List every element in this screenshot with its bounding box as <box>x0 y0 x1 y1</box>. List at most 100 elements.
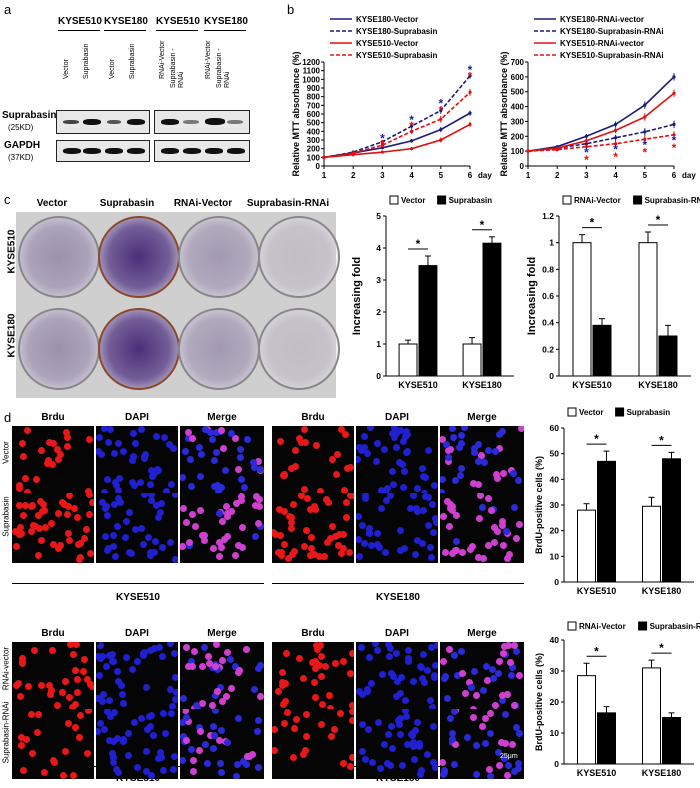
significance-mark: * <box>468 63 473 77</box>
legend-swatch <box>615 407 625 417</box>
data-point <box>526 149 530 153</box>
y-tick-label: 60 <box>550 423 560 433</box>
if-row-label: Suprabasin <box>1 496 11 537</box>
if-group-label: KYSE180 <box>376 592 420 603</box>
panel-label-c: c <box>4 192 11 207</box>
series-line <box>527 92 675 152</box>
if-group-label: KYSE510 <box>116 592 160 603</box>
legend-swatch <box>562 195 572 205</box>
category-label: KYSE180 <box>462 380 502 390</box>
blot-image <box>154 110 250 134</box>
significance-mark: * <box>438 104 443 118</box>
y-tick-label: 1200 <box>302 58 320 67</box>
x-axis-label: day <box>682 171 696 180</box>
bar <box>577 509 596 583</box>
blot-row-label: GAPDH <box>4 140 41 151</box>
mtt-overexpression-chart: 0100200300400500600700800900100011001200… <box>291 15 492 180</box>
bar <box>658 335 678 377</box>
y-tick-label: 30 <box>550 500 560 510</box>
data-point <box>584 139 588 143</box>
x-tick-label: 3 <box>584 171 589 180</box>
y-tick-label: 0 <box>554 577 559 587</box>
dapi-image <box>96 493 178 563</box>
data-point <box>614 136 618 140</box>
legend-swatch <box>633 195 643 205</box>
lane-label: Suprabasin <box>83 43 90 79</box>
significance-mark: * <box>672 134 677 148</box>
channel-label: Brdu <box>301 412 325 423</box>
lane-label: Suprabasin -RNAi <box>170 48 185 88</box>
colony-overexpression-chart: 0 1 2 3 4 5 Increasing fold * KYSE510 * KYSE180 Vec… <box>351 195 514 390</box>
data-point <box>322 155 326 159</box>
significance-mark: * <box>590 216 595 230</box>
significance-mark: * <box>438 97 443 111</box>
series-line <box>527 76 675 152</box>
lane-label: Vector <box>63 59 70 79</box>
y-tick-label: 400 <box>511 103 525 112</box>
legend-swatch <box>567 621 577 631</box>
x-axis-label: day <box>478 171 492 180</box>
x-tick-label: 4 <box>613 171 618 180</box>
data-point <box>410 147 414 151</box>
y-tick-label: 0 <box>554 759 559 769</box>
y-tick-label: 400 <box>307 127 321 136</box>
legend-swatch <box>437 195 447 205</box>
y-axis-label: Relative MTT absorbance (%) <box>291 51 301 176</box>
y-tick-label: 20 <box>550 526 560 536</box>
channel-label: Merge <box>207 628 237 639</box>
significance-mark: * <box>642 146 647 160</box>
significance-mark: * <box>613 143 618 157</box>
y-tick-label: 1 <box>376 339 381 349</box>
significance-mark: * <box>480 218 485 232</box>
scale-bar-label: 25μm <box>500 753 518 760</box>
lane-label: RNAi-Vector <box>205 40 212 79</box>
legend-label: KYSE180-Suprabasin-RNAi <box>560 27 664 36</box>
x-tick-label: 2 <box>555 171 560 180</box>
data-point <box>643 137 647 141</box>
channel-label: DAPI <box>385 412 409 423</box>
category-label: KYSE180 <box>642 768 682 778</box>
blot-image <box>56 140 150 162</box>
culture-dish <box>98 308 180 390</box>
significance-mark: * <box>642 138 647 152</box>
x-tick-label: 6 <box>468 171 473 180</box>
significance-mark: * <box>409 113 414 127</box>
significance-mark: * <box>380 131 385 145</box>
culture-dish <box>258 216 340 298</box>
data-point <box>351 151 355 155</box>
divider <box>272 583 524 584</box>
x-tick-label: 3 <box>380 171 385 180</box>
y-tick-label: 500 <box>511 88 525 97</box>
bar <box>642 505 661 583</box>
blot-row-size: (37KD) <box>8 153 34 162</box>
y-tick-label: 500 <box>307 119 321 128</box>
colony-dish-grid <box>16 212 340 398</box>
data-point <box>410 129 414 133</box>
data-point <box>380 143 384 147</box>
culture-dish <box>18 308 100 390</box>
channel-label: Merge <box>467 412 497 423</box>
data-point <box>439 128 443 132</box>
data-point <box>672 122 676 126</box>
divider <box>12 583 264 584</box>
y-tick-label: 200 <box>307 145 321 154</box>
colony-col-label: RNAi-Vector <box>173 198 233 209</box>
data-point <box>468 122 472 126</box>
blot-cell-line-3: KYSE510 <box>156 16 200 27</box>
significance-mark: * <box>584 153 589 167</box>
y-tick-label: 30 <box>550 666 560 676</box>
colony-rnai-chart: 0 0.2 0.4 0.6 0.8 1 1.2 Increasing fold * KYSE510… <box>526 195 700 390</box>
y-tick-label: 100 <box>307 153 321 162</box>
bar <box>662 717 681 765</box>
significance-mark: * <box>416 237 421 251</box>
y-tick-label: 2 <box>376 307 381 317</box>
legend-swatch <box>567 407 577 417</box>
legend-label: KYSE510-Suprabasin <box>356 51 437 60</box>
panel-label-a: a <box>4 2 12 17</box>
colony-col-label: Vector <box>36 198 68 209</box>
y-tick-label: 600 <box>307 110 321 119</box>
channel-label: DAPI <box>125 628 149 639</box>
channel-label: Brdu <box>41 628 65 639</box>
significance-mark: * <box>594 432 599 446</box>
significance-mark: * <box>468 70 473 84</box>
